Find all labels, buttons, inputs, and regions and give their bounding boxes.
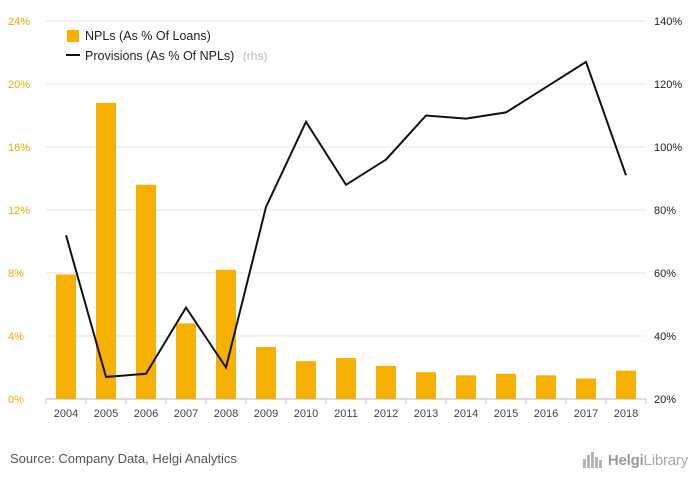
bar-npls [136,184,156,399]
bar-npls [376,365,396,399]
x-tick-label: 2007 [174,408,198,420]
legend-label-npls: NPLs (As % Of Loans) [85,29,211,43]
bar-npls [616,370,636,399]
x-tick-label: 2004 [54,408,78,420]
y-right-tick-label: 100% [654,142,682,154]
x-tick-label: 2016 [534,408,558,420]
x-tick-label: 2011 [334,408,358,420]
bar-npls [56,274,76,399]
x-tick-label: 2006 [134,408,158,420]
y-axis-right: 20% 40% 60% 80% 100% 120% 140% [654,16,682,406]
y-left-tick-label: 16% [8,142,30,154]
line-provisions [65,60,627,378]
x-tick-label: 2018 [614,408,638,420]
bar-npls [256,347,276,399]
chart: 0% 4% 8% 12% 16% 20% 24% 20% 40% 60% 80% 100% 120% 1… [8,16,682,420]
y-left-tick-label: 24% [8,16,30,28]
y-left-tick-label: 12% [8,205,30,217]
x-tick-label: 2014 [454,408,478,420]
bar-npls [336,358,356,399]
legend-swatch-npls [67,30,79,42]
bar-npls [416,372,436,399]
y-left-tick-label: 20% [8,79,30,91]
x-tick-label: 2009 [254,408,278,420]
bar-npls [536,375,556,399]
legend-label-provisions-suffix: (rhs) [243,49,268,63]
x-tick-label: 2017 [574,408,598,420]
legend: NPLs (As % Of Loans) Provisions (As % Of… [66,29,267,64]
y-right-tick-label: 140% [654,16,682,28]
bar-npls [96,102,116,400]
logo-text: HelgiLibrary [607,451,688,469]
source-note: Source: Company Data, Helgi Analytics [10,451,237,466]
city-skyline-icon [582,452,602,468]
x-tick-label: 2005 [94,408,118,420]
legend-label-provisions-name: Provisions (As % Of NPLs) [85,49,234,63]
y-left-tick-label: 0% [8,394,24,406]
bar-npls [496,373,516,399]
bar-npls [176,323,196,399]
y-left-tick-label: 8% [8,268,24,280]
x-tick-label: 2013 [414,408,438,420]
y-right-tick-label: 20% [654,394,676,406]
x-tick-label: 2010 [294,408,318,420]
helgi-library-logo: HelgiLibrary [582,449,688,471]
y-right-tick-label: 60% [654,268,676,280]
bar-series [56,102,636,400]
x-tick-label: 2008 [214,408,238,420]
x-tick-label: 2012 [374,408,398,420]
bar-npls [296,361,316,399]
y-left-tick-label: 4% [8,331,24,343]
x-axis: 2004 2005 2006 2007 2008 2009 2010 2011 2012 2013… [45,399,647,420]
line-series [65,60,627,378]
y-axis-left: 0% 4% 8% 12% 16% 20% 24% [8,16,30,406]
bar-npls [456,375,476,399]
y-right-tick-label: 120% [654,79,682,91]
x-tick-label: 2015 [494,408,518,420]
bar-npls [216,269,236,399]
y-right-tick-label: 80% [654,205,676,217]
bar-npls [576,378,596,399]
legend-label-provisions: Provisions (As % Of NPLs) (rhs) [85,47,267,64]
y-right-tick-label: 40% [654,331,676,343]
